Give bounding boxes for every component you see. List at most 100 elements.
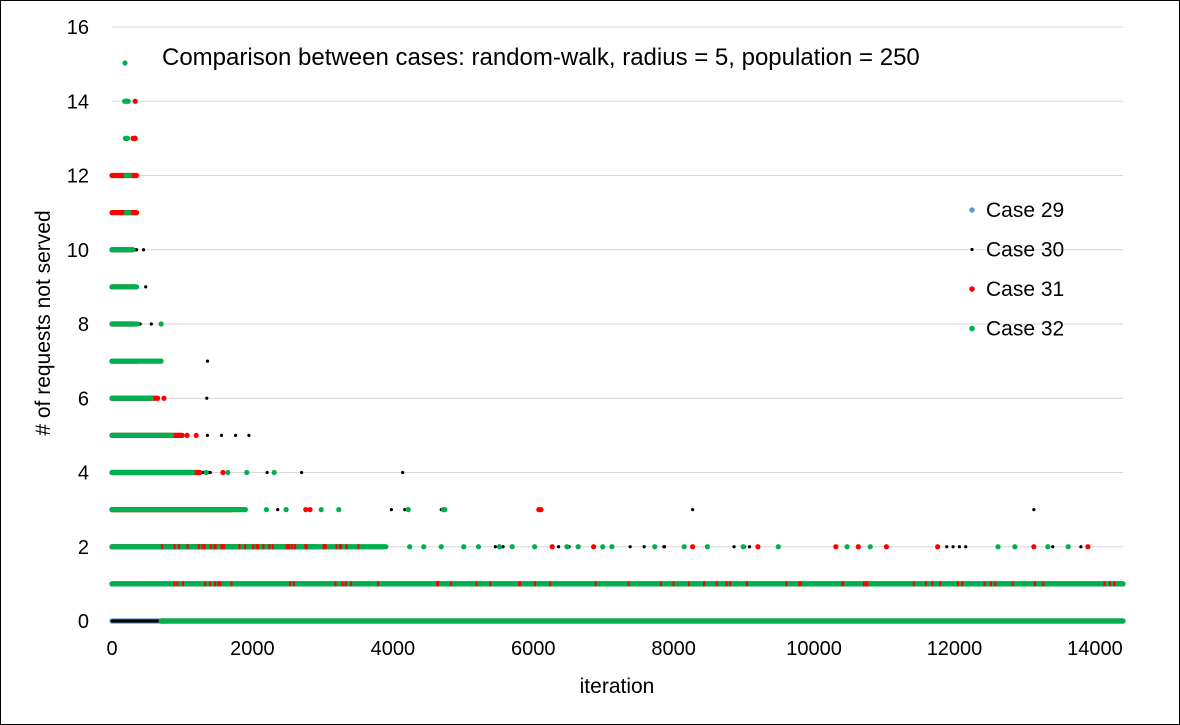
- data-point: [961, 581, 964, 587]
- legend-marker: [969, 207, 975, 213]
- data-point: [436, 581, 439, 587]
- data-point: [755, 544, 761, 550]
- data-point: [213, 507, 219, 513]
- data-point: [197, 544, 200, 550]
- data-point: [1051, 545, 1055, 549]
- data-point: [591, 544, 597, 550]
- data-band: [109, 432, 175, 438]
- data-band: [109, 395, 154, 401]
- data-point: [627, 581, 630, 587]
- data-point: [173, 581, 176, 587]
- legend-item: Case 30: [970, 239, 1064, 262]
- data-point: [924, 581, 927, 587]
- data-point: [844, 544, 850, 550]
- data-point: [350, 581, 353, 587]
- data-point: [193, 432, 199, 438]
- series-case-31-accents: [161, 544, 1116, 587]
- data-point: [221, 544, 224, 550]
- data-point: [177, 544, 180, 550]
- data-point: [201, 544, 204, 550]
- data-point: [549, 581, 552, 587]
- data-point: [262, 544, 265, 550]
- data-point: [176, 581, 179, 587]
- data-point: [438, 544, 444, 550]
- data-point: [867, 544, 873, 550]
- data-point: [204, 507, 211, 513]
- data-point: [518, 581, 521, 587]
- data-point: [286, 544, 289, 550]
- data-point: [704, 544, 710, 550]
- data-point: [155, 358, 161, 364]
- data-point: [594, 581, 597, 587]
- axes: 0 2 4 6 8 10 12 14 16 0 2000 4000 6000 8000 10000 12000…: [67, 17, 1123, 660]
- data-point: [687, 581, 690, 587]
- data-point: [509, 544, 515, 550]
- data-point: [475, 581, 478, 587]
- data-point: [158, 321, 164, 327]
- data-point: [532, 544, 538, 550]
- data-band: [109, 507, 248, 513]
- data-point: [186, 544, 189, 550]
- legend-label: Case 30: [986, 239, 1064, 262]
- data-band: [123, 210, 132, 216]
- data-point: [785, 581, 788, 587]
- data-point: [725, 581, 728, 587]
- data-point: [1113, 581, 1116, 587]
- data-point: [1012, 544, 1018, 550]
- data-point: [1033, 581, 1036, 587]
- legend-item: Case 29: [969, 199, 1064, 222]
- data-point: [681, 544, 687, 550]
- data-point: [208, 581, 211, 587]
- data-band: [122, 98, 131, 104]
- chart-title: Comparison between cases: random-walk, r…: [162, 44, 920, 71]
- data-point: [935, 544, 941, 550]
- legend-label: Case 31: [986, 278, 1064, 301]
- data-point: [338, 544, 341, 550]
- x-tick-label: 8000: [651, 638, 696, 660]
- data-point: [702, 581, 705, 587]
- data-point: [341, 581, 344, 587]
- legend-marker: [969, 325, 975, 332]
- data-point: [203, 469, 209, 476]
- x-axis-title: iteration: [580, 675, 655, 698]
- data-point: [534, 581, 537, 587]
- data-point: [336, 507, 342, 513]
- data-point: [214, 544, 217, 550]
- data-point: [345, 544, 348, 550]
- data-point: [865, 581, 868, 587]
- data-point: [556, 545, 561, 549]
- y-tick-label: 12: [67, 166, 89, 188]
- data-point: [1065, 544, 1071, 550]
- data-point: [691, 508, 695, 512]
- legend-label: Case 29: [986, 199, 1064, 222]
- data-point: [238, 544, 241, 550]
- data-point: [263, 507, 270, 513]
- data-point: [715, 581, 718, 587]
- data-point: [1011, 581, 1014, 587]
- data-point: [161, 395, 167, 401]
- data-point: [489, 581, 492, 587]
- x-tick-label: 12000: [927, 638, 983, 660]
- data-point: [219, 581, 222, 587]
- data-point: [659, 581, 662, 587]
- data-point: [549, 544, 555, 550]
- data-point: [912, 581, 915, 587]
- data-point: [1079, 545, 1083, 549]
- plot-area: [109, 60, 1126, 624]
- data-point: [307, 507, 313, 513]
- data-point: [740, 544, 746, 550]
- data-point: [288, 581, 291, 587]
- data-point: [132, 135, 138, 141]
- data-point: [1108, 581, 1111, 587]
- data-point: [883, 544, 889, 550]
- data-point: [173, 544, 176, 550]
- legend-item: Case 31: [969, 278, 1064, 301]
- data-point: [421, 544, 427, 550]
- data-point: [377, 581, 380, 587]
- data-point: [247, 433, 251, 437]
- data-point: [205, 359, 210, 363]
- data-point: [672, 581, 675, 587]
- data-point: [252, 544, 255, 550]
- data-point: [1103, 581, 1106, 587]
- x-tick-label: 4000: [371, 638, 416, 660]
